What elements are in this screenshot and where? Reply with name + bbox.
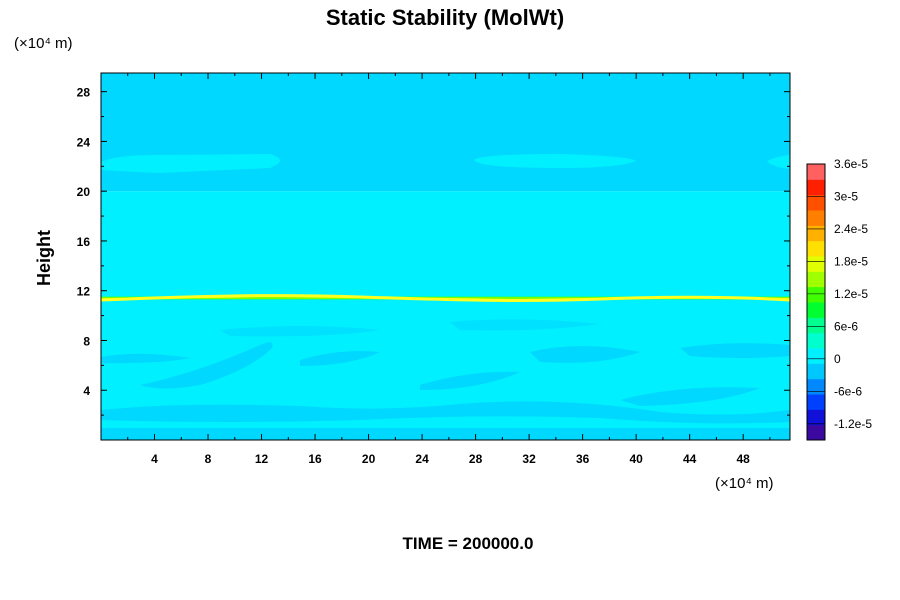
colorbar-tick-label: 3e-5 — [834, 189, 858, 203]
chart-title: Static Stability (MolWt) — [326, 5, 564, 30]
colorbar-tick-label: 0 — [834, 352, 841, 366]
x-tick-label: 32 — [522, 452, 536, 466]
colorbar-segment — [807, 210, 825, 226]
colorbar-segment — [807, 409, 825, 426]
colorbar-segment — [807, 240, 825, 257]
tropopause-maximum-line — [101, 294, 790, 302]
x-tick-label: 12 — [255, 452, 269, 466]
colorbar-tick-label: 2.4e-5 — [834, 222, 868, 236]
x-tick-label: 40 — [629, 452, 643, 466]
y-axis-label: Height — [34, 230, 54, 286]
colorbar-segment — [807, 164, 825, 180]
colorbar-tick-label: 1.8e-5 — [834, 254, 868, 268]
colorbar-segment — [807, 363, 825, 380]
x-tick-label: 48 — [736, 452, 750, 466]
y-axis-ticks: 4 8 12 16 20 24 28 — [77, 86, 790, 416]
colorbar — [806, 163, 826, 441]
upper-layer-fill — [101, 73, 790, 192]
x-tick-label: 44 — [683, 452, 697, 466]
x-axis-ticks: 4 8 12 16 20 24 28 32 36 40 44 48 — [127, 73, 771, 466]
y-tick-label: 28 — [77, 86, 91, 100]
y-tick-label: 24 — [77, 135, 91, 149]
colorbar-segment — [807, 286, 825, 303]
colorbar-tick-label: 3.6e-5 — [834, 157, 868, 171]
plot-frame — [100, 72, 791, 441]
x-tick-label: 8 — [205, 452, 212, 466]
colorbar-segment — [807, 348, 825, 364]
colorbar-labels: 3.6e-5 3e-5 2.4e-5 1.8e-5 1.2e-5 6e-6 0 -6e-6 -1… — [807, 157, 872, 431]
heatmap-field — [101, 73, 790, 440]
x-tick-label: 16 — [308, 452, 322, 466]
y-tick-label: 20 — [77, 185, 91, 199]
lower-streaks — [101, 319, 790, 440]
y-unit-label: (×10⁴ m) — [14, 35, 73, 52]
colorbar-segment — [807, 271, 825, 288]
colorbar-tick-label: -6e-6 — [834, 384, 862, 398]
x-tick-label: 4 — [151, 452, 158, 466]
upper-streaks — [101, 154, 790, 173]
x-tick-label: 20 — [362, 452, 376, 466]
y-tick-label: 4 — [83, 384, 90, 398]
colorbar-tick-label: -1.2e-5 — [834, 417, 872, 431]
colorbar-segment — [807, 394, 825, 410]
y-tick-label: 8 — [83, 334, 90, 348]
colorbar-segment — [807, 424, 825, 441]
colorbar-segment — [807, 317, 825, 334]
colorbar-segment — [807, 378, 825, 395]
colorbar-segment — [807, 332, 825, 349]
colorbar-tick-label: 1.2e-5 — [834, 287, 868, 301]
colorbar-segment — [807, 194, 825, 211]
y-tick-label: 16 — [77, 235, 91, 249]
x-tick-label: 28 — [469, 452, 483, 466]
time-label: TIME = 200000.0 — [403, 534, 534, 553]
colorbar-segment — [807, 179, 825, 196]
colorbar-segment — [807, 225, 825, 242]
colorbar-segment — [807, 302, 825, 318]
x-tick-label: 36 — [576, 452, 590, 466]
x-tick-label: 24 — [415, 452, 429, 466]
colorbar-tick-label: 6e-6 — [834, 319, 858, 333]
x-unit-label: (×10⁴ m) — [715, 475, 774, 492]
colorbar-segment — [807, 256, 825, 272]
y-tick-label: 12 — [77, 285, 91, 299]
